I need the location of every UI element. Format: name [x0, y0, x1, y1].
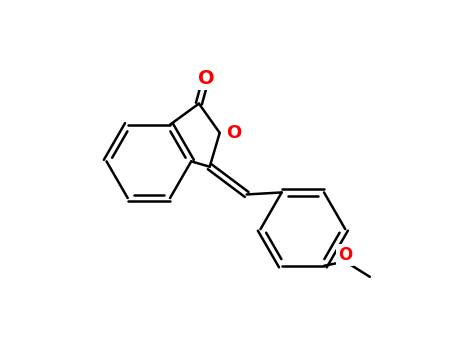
Text: O: O — [338, 246, 352, 264]
Text: O: O — [197, 69, 214, 88]
Text: O: O — [226, 124, 241, 142]
